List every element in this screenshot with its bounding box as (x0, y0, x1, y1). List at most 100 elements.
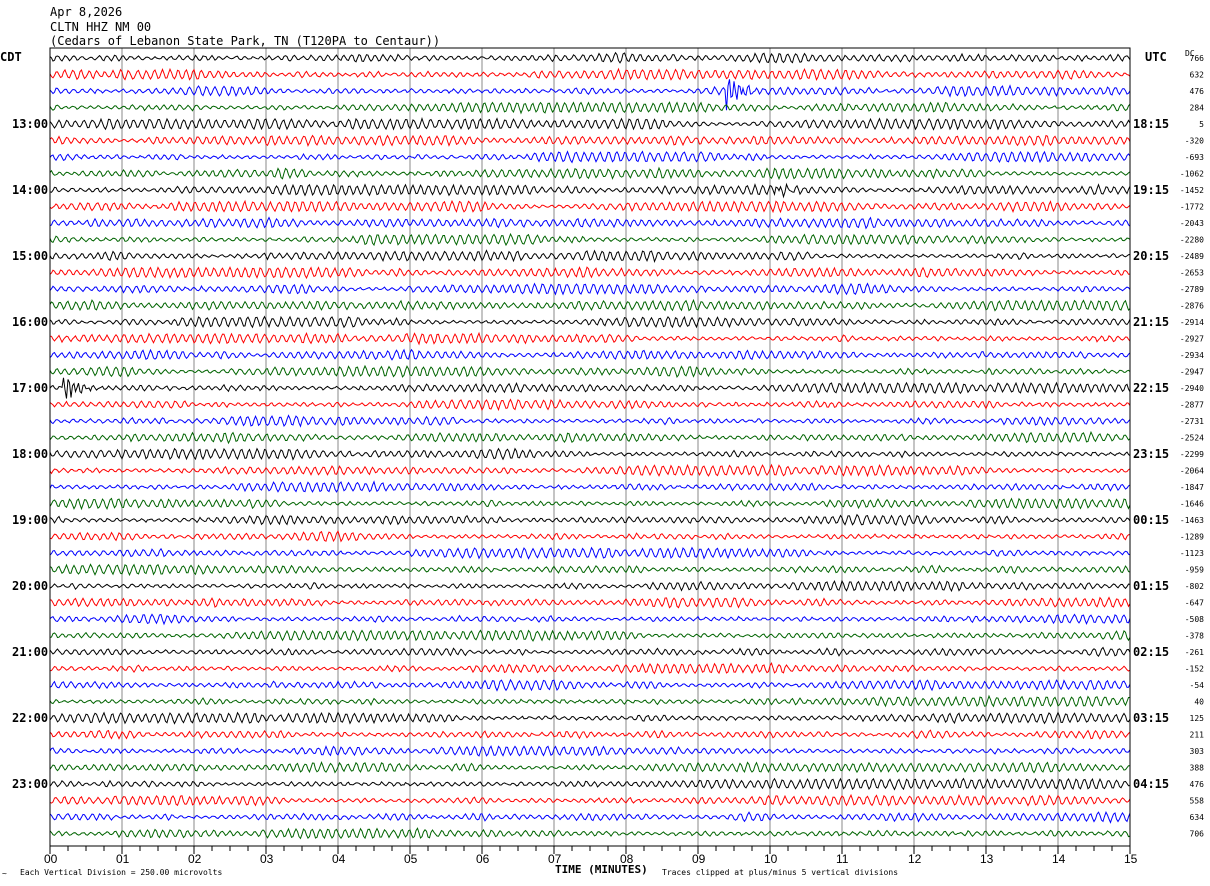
x-tick-label: 08 (620, 852, 634, 866)
seismic-trace (49, 793, 1131, 807)
seismic-trace (49, 315, 1131, 329)
cdt-hour-label: 13:00 (12, 117, 48, 131)
dc-offset-label: 40 (1194, 698, 1204, 707)
dc-offset-label: 125 (1190, 714, 1205, 723)
dc-offset-label: 211 (1190, 731, 1205, 740)
x-tick-label: 01 (116, 852, 130, 866)
seismic-trace (49, 629, 1131, 642)
utc-hour-label: 19:15 (1133, 183, 1169, 197)
x-tick-label: 11 (836, 852, 849, 866)
seismic-trace (49, 513, 1131, 527)
dc-offset-label: 284 (1190, 104, 1205, 113)
dc-offset-label: -1772 (1180, 203, 1204, 212)
seismic-trace (49, 377, 1131, 399)
seismic-trace (49, 827, 1131, 840)
x-tick-label: 12 (908, 852, 922, 866)
location-label: (Cedars of Lebanon State Park, TN (T120P… (50, 34, 440, 48)
seismic-trace (49, 480, 1131, 493)
seismic-trace (49, 67, 1131, 81)
seismic-trace (49, 166, 1131, 181)
scale-note: Each Vertical Division = 250.00 microvol… (20, 868, 222, 877)
x-tick-label: 07 (548, 852, 562, 866)
dc-offset-label: 766 (1190, 54, 1205, 63)
dc-offset-label: 303 (1190, 747, 1205, 756)
cdt-hour-label: 22:00 (12, 711, 48, 725)
dc-offset-label: -802 (1185, 582, 1204, 591)
left-timezone-label: CDT (0, 50, 22, 64)
seismic-trace (49, 777, 1131, 791)
dc-offset-label: 558 (1190, 797, 1205, 806)
dc-offset-label: -2927 (1180, 335, 1204, 344)
logo-mark: ~ (2, 869, 7, 878)
seismic-trace (49, 51, 1131, 64)
seismic-trace (49, 364, 1131, 378)
cdt-hour-label: 16:00 (12, 315, 48, 329)
cdt-hour-label: 19:00 (12, 513, 48, 527)
utc-hour-label: 20:15 (1133, 249, 1169, 263)
dc-offset-label: -2524 (1180, 434, 1204, 443)
dc-offset-label: -2876 (1180, 302, 1204, 311)
seismic-trace (49, 331, 1131, 346)
right-timezone-label: UTC (1145, 50, 1167, 64)
dc-label: DC (1185, 49, 1195, 58)
plot-frame (49, 47, 1131, 847)
seismic-trace (49, 694, 1130, 708)
seismic-trace (49, 414, 1131, 428)
seismic-trace (49, 398, 1131, 412)
seismic-trace (49, 761, 1130, 774)
dc-offset-label: -1646 (1180, 500, 1204, 509)
axis-labels: 00 01 02 03 04 05 06 07 08 09 10 11 12 13 14 15 766 632 47… (12, 54, 1204, 866)
seismic-trace (49, 596, 1131, 609)
x-axis-title: TIME (MINUTES) (555, 863, 648, 876)
cdt-hour-label: 14:00 (12, 183, 48, 197)
x-tick-label: 04 (332, 852, 346, 866)
dc-offset-label: -2280 (1180, 236, 1204, 245)
dc-offset-label: -2043 (1180, 219, 1204, 228)
cdt-hour-label: 23:00 (12, 777, 48, 791)
dc-offset-label: -1062 (1180, 170, 1204, 179)
dc-offset-label: -1123 (1180, 549, 1204, 558)
traces (49, 51, 1131, 840)
dc-offset-label: -2064 (1180, 467, 1204, 476)
dc-offset-label: 476 (1190, 87, 1205, 96)
seismic-trace (49, 182, 1131, 199)
dc-offset-label: 388 (1190, 764, 1205, 773)
dc-offset-label: 632 (1190, 71, 1205, 80)
cdt-hour-label: 18:00 (12, 447, 48, 461)
dc-offset-label: -2940 (1180, 384, 1204, 393)
dc-offset-label: -261 (1185, 648, 1204, 657)
utc-hour-label: 03:15 (1133, 711, 1169, 725)
seismic-trace (49, 298, 1131, 312)
cdt-hour-label: 20:00 (12, 579, 48, 593)
seismic-trace (49, 678, 1131, 692)
utc-hour-label: 02:15 (1133, 645, 1169, 659)
dc-offset-label: -1289 (1180, 533, 1204, 542)
dc-offset-label: -2653 (1180, 269, 1204, 278)
utc-hour-label: 00:15 (1133, 513, 1169, 527)
x-tick-label: 06 (476, 852, 490, 866)
seismic-trace (49, 745, 1131, 757)
dc-offset-label: -647 (1185, 599, 1204, 608)
x-tick-label: 10 (764, 852, 778, 866)
x-tick-label: 14 (1052, 852, 1066, 866)
seismic-trace (49, 810, 1131, 824)
clip-note: Traces clipped at plus/minus 5 vertical … (662, 868, 898, 877)
seismic-trace (49, 101, 1131, 115)
dc-offset-label: -693 (1185, 153, 1204, 162)
seismic-trace (49, 563, 1131, 577)
seismic-trace (49, 447, 1131, 461)
date-label: Apr 8,2026 (50, 5, 122, 19)
dc-offset-label: -2914 (1180, 318, 1204, 327)
seismic-trace (49, 711, 1131, 725)
dc-offset-label: -2299 (1180, 450, 1204, 459)
x-tick-label: 00 (44, 852, 58, 866)
seismic-trace (49, 646, 1131, 658)
x-tick-label: 05 (404, 852, 418, 866)
seismic-trace (49, 613, 1131, 626)
dc-offset-label: 634 (1190, 813, 1205, 822)
seismic-trace (49, 497, 1131, 511)
utc-hour-label: 23:15 (1133, 447, 1169, 461)
seismic-trace (49, 530, 1131, 543)
dc-offset-label: -152 (1185, 665, 1204, 674)
